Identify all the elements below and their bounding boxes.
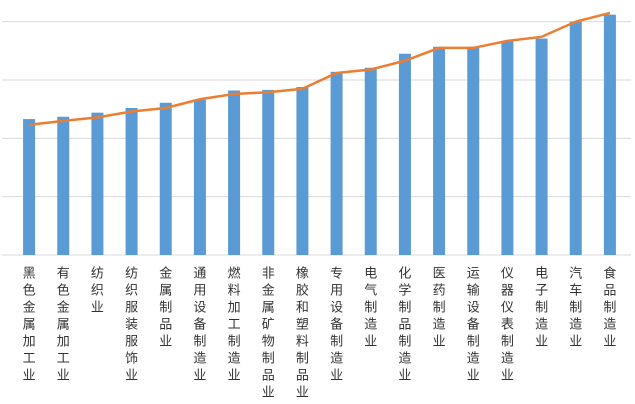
- x-tick-label: 电气制造业: [361, 266, 377, 351]
- x-tick-label: 电子制造业: [532, 266, 548, 351]
- bar: [398, 53, 411, 255]
- bar: [535, 38, 548, 256]
- x-tick-label: 金属制品业: [156, 265, 172, 351]
- bar: [330, 71, 343, 255]
- x-tick-label: 橡胶和塑料制品业: [293, 266, 309, 402]
- x-tick-label: 黑色金属加工业: [20, 266, 36, 385]
- bar: [603, 14, 616, 255]
- bar: [296, 87, 309, 255]
- bar: [364, 67, 377, 255]
- x-tick-label: 运输设备制造业: [464, 266, 480, 385]
- bar: [262, 89, 275, 256]
- x-tick-label: 通用设备制造业: [190, 266, 206, 385]
- bar: [193, 99, 206, 255]
- bar: [23, 119, 36, 255]
- bar: [125, 108, 138, 255]
- bar: [467, 46, 480, 255]
- x-tick-label: 医药制造业: [430, 266, 446, 351]
- bar: [228, 90, 241, 255]
- x-tick-label: 汽车制造业: [566, 266, 582, 351]
- x-tick-label: 专用设备制造业: [327, 266, 343, 385]
- bar: [501, 40, 514, 255]
- bar: [433, 46, 446, 255]
- x-tick-label: 化学制品制造业: [395, 266, 411, 385]
- x-tick-label: 纺织业: [88, 266, 104, 317]
- bar: [57, 116, 70, 255]
- line: [28, 11, 611, 127]
- x-tick-label: 食品制造业: [600, 265, 616, 351]
- x-tick-label: 仪器仪表制造业: [498, 266, 513, 385]
- x-tick-label: 非金属矿物制品业: [259, 266, 275, 402]
- x-tick-label: 有色金属加工业: [54, 266, 70, 385]
- bar: [569, 21, 582, 255]
- x-tick-label: 纺织服装服饰业: [122, 266, 138, 385]
- bar: [159, 102, 172, 255]
- x-tick-label: 燃料加工制造业: [225, 265, 241, 385]
- bar: [91, 112, 104, 256]
